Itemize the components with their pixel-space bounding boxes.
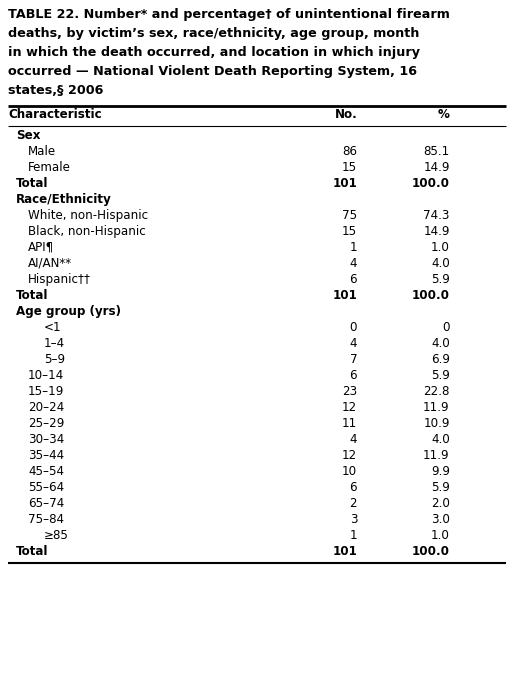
Text: 15: 15 <box>342 225 357 238</box>
Text: 14.9: 14.9 <box>423 225 450 238</box>
Text: Age group (yrs): Age group (yrs) <box>16 305 121 318</box>
Text: 6: 6 <box>350 481 357 494</box>
Text: 1–4: 1–4 <box>44 337 65 350</box>
Text: 10.9: 10.9 <box>423 417 450 430</box>
Text: White, non-Hispanic: White, non-Hispanic <box>28 209 148 222</box>
Text: 5.9: 5.9 <box>431 273 450 286</box>
Text: 22.8: 22.8 <box>424 385 450 398</box>
Text: 1: 1 <box>350 529 357 542</box>
Text: TABLE 22. Number* and percentage† of unintentional firearm: TABLE 22. Number* and percentage† of uni… <box>8 8 450 21</box>
Text: 0: 0 <box>442 321 450 334</box>
Text: 9.9: 9.9 <box>431 465 450 478</box>
Text: 30–34: 30–34 <box>28 433 64 446</box>
Text: Total: Total <box>16 545 48 558</box>
Text: 85.1: 85.1 <box>424 145 450 158</box>
Text: 25–29: 25–29 <box>28 417 64 430</box>
Text: 1.0: 1.0 <box>431 529 450 542</box>
Text: 4.0: 4.0 <box>431 257 450 270</box>
Text: 12: 12 <box>342 401 357 414</box>
Text: Male: Male <box>28 145 56 158</box>
Text: 65–74: 65–74 <box>28 497 64 510</box>
Text: Characteristic: Characteristic <box>8 108 102 121</box>
Text: 2.0: 2.0 <box>431 497 450 510</box>
Text: in which the death occurred, and location in which injury: in which the death occurred, and locatio… <box>8 46 420 59</box>
Text: Race/Ethnicity: Race/Ethnicity <box>16 193 112 206</box>
Text: 1: 1 <box>350 241 357 254</box>
Text: 5.9: 5.9 <box>431 481 450 494</box>
Text: 6.9: 6.9 <box>431 353 450 366</box>
Text: Hispanic††: Hispanic†† <box>28 273 91 286</box>
Text: Sex: Sex <box>16 129 41 142</box>
Text: 75–84: 75–84 <box>28 513 64 526</box>
Text: states,§ 2006: states,§ 2006 <box>8 84 103 97</box>
Text: 11.9: 11.9 <box>423 449 450 462</box>
Text: API¶: API¶ <box>28 241 54 254</box>
Text: AI/AN**: AI/AN** <box>28 257 72 270</box>
Text: 74.3: 74.3 <box>423 209 450 222</box>
Text: 0: 0 <box>350 321 357 334</box>
Text: 4.0: 4.0 <box>431 433 450 446</box>
Text: 10: 10 <box>342 465 357 478</box>
Text: Female: Female <box>28 161 71 174</box>
Text: ≥85: ≥85 <box>44 529 69 542</box>
Text: No.: No. <box>335 108 357 121</box>
Text: 100.0: 100.0 <box>412 177 450 190</box>
Text: 5–9: 5–9 <box>44 353 65 366</box>
Text: 100.0: 100.0 <box>412 545 450 558</box>
Text: 1.0: 1.0 <box>431 241 450 254</box>
Text: 14.9: 14.9 <box>423 161 450 174</box>
Text: 20–24: 20–24 <box>28 401 64 414</box>
Text: 3.0: 3.0 <box>431 513 450 526</box>
Text: 101: 101 <box>333 289 357 302</box>
Text: 5.9: 5.9 <box>431 369 450 382</box>
Text: 11: 11 <box>342 417 357 430</box>
Text: 10–14: 10–14 <box>28 369 64 382</box>
Text: 4: 4 <box>350 257 357 270</box>
Text: 4: 4 <box>350 337 357 350</box>
Text: 101: 101 <box>333 545 357 558</box>
Text: 15–19: 15–19 <box>28 385 64 398</box>
Text: 7: 7 <box>350 353 357 366</box>
Text: 3: 3 <box>350 513 357 526</box>
Text: 2: 2 <box>350 497 357 510</box>
Text: Total: Total <box>16 177 48 190</box>
Text: 35–44: 35–44 <box>28 449 64 462</box>
Text: 4: 4 <box>350 433 357 446</box>
Text: Total: Total <box>16 289 48 302</box>
Text: 4.0: 4.0 <box>431 337 450 350</box>
Text: 6: 6 <box>350 369 357 382</box>
Text: 75: 75 <box>342 209 357 222</box>
Text: 11.9: 11.9 <box>423 401 450 414</box>
Text: 15: 15 <box>342 161 357 174</box>
Text: 45–54: 45–54 <box>28 465 64 478</box>
Text: occurred — National Violent Death Reporting System, 16: occurred — National Violent Death Report… <box>8 65 417 78</box>
Text: Black, non-Hispanic: Black, non-Hispanic <box>28 225 146 238</box>
Text: <1: <1 <box>44 321 62 334</box>
Text: 86: 86 <box>342 145 357 158</box>
Text: 55–64: 55–64 <box>28 481 64 494</box>
Text: %: % <box>438 108 450 121</box>
Text: deaths, by victim’s sex, race/ethnicity, age group, month: deaths, by victim’s sex, race/ethnicity,… <box>8 27 419 40</box>
Text: 100.0: 100.0 <box>412 289 450 302</box>
Text: 12: 12 <box>342 449 357 462</box>
Text: 101: 101 <box>333 177 357 190</box>
Text: 6: 6 <box>350 273 357 286</box>
Text: 23: 23 <box>342 385 357 398</box>
